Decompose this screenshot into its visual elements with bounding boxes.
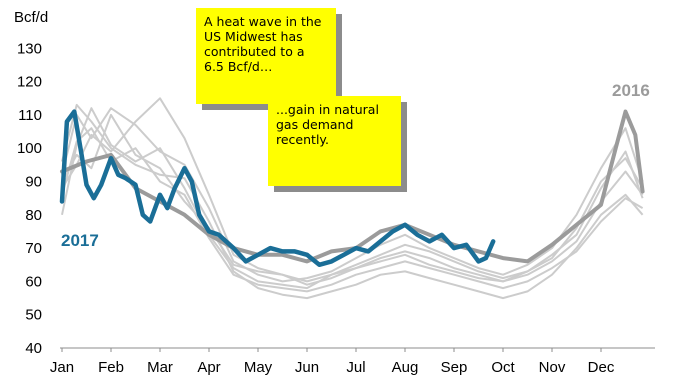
x-tick-label: Jul (346, 359, 365, 376)
x-tick-label: Sep (441, 359, 468, 376)
x-tick-label: Dec (588, 359, 615, 376)
x-tick-label: May (244, 359, 273, 376)
y-axis-ticks: 40 50 60 70 80 90 100 110 120 130 (17, 40, 42, 357)
series-line-historical-5 (61, 127, 644, 293)
x-tick-label: Jun (295, 359, 319, 376)
series-label-2016: 2016 (612, 81, 650, 100)
y-tick-label: 120 (17, 74, 42, 91)
y-tick-label: 70 (25, 240, 42, 257)
annotation-heat-wave: A heat wave in the US Midwest has contri… (196, 8, 336, 104)
y-tick-label: 60 (25, 273, 42, 290)
x-tick-label: Jan (50, 359, 74, 376)
y-tick-label: 90 (25, 174, 42, 191)
y-tick-label: 110 (18, 107, 42, 124)
series-line-historical-6 (61, 113, 644, 283)
x-tick-label: Feb (98, 359, 124, 376)
series-label-2017: 2017 (61, 231, 99, 250)
series-line-historical-1 (61, 107, 644, 290)
annotation-demand-gain: ...gain in natural gas demand recently. (268, 96, 401, 186)
y-tick-label: 40 (25, 340, 42, 357)
series-line-historical-4 (61, 103, 644, 300)
series-line-historical-3 (61, 97, 644, 286)
x-axis-ticks: Jan Feb Mar Apr May Jun Jul Aug Sep Oct Nov Dec (50, 348, 615, 376)
highlighted-year-lines (59, 109, 645, 268)
series-line-historical-2 (61, 107, 644, 283)
x-tick-label: Nov (539, 359, 566, 376)
x-tick-label: Apr (197, 359, 220, 376)
y-tick-label: 50 (25, 307, 42, 324)
x-tick-label: Oct (491, 359, 515, 376)
x-tick-label: Mar (147, 359, 173, 376)
y-tick-label: 130 (17, 40, 42, 57)
y-tick-label: 80 (25, 207, 42, 224)
y-tick-label: 100 (17, 140, 42, 157)
historical-year-lines (61, 97, 644, 300)
x-tick-label: Aug (392, 359, 419, 376)
series-line-2017 (59, 109, 496, 268)
y-axis-unit-label: Bcf/d (14, 9, 48, 26)
